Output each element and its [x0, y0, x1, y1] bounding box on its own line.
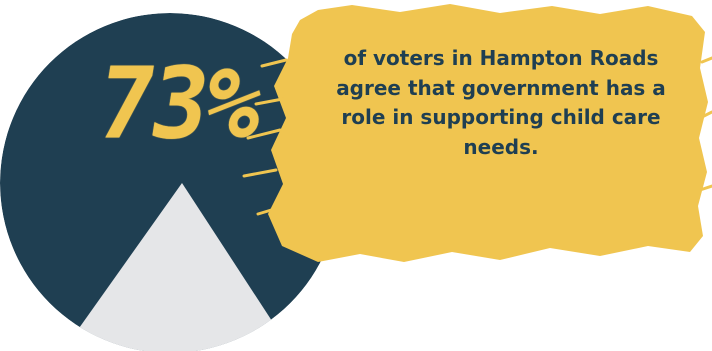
pie-slice-agree [0, 13, 340, 351]
stat-caption: of voters in Hampton Roads agree that go… [336, 46, 666, 159]
pie-chart [0, 13, 340, 351]
highlight-percentage: 73% [89, 47, 268, 162]
brush-bristles [242, 56, 712, 216]
brush-stroke-background [268, 4, 708, 262]
pie-slice-other [58, 183, 296, 351]
